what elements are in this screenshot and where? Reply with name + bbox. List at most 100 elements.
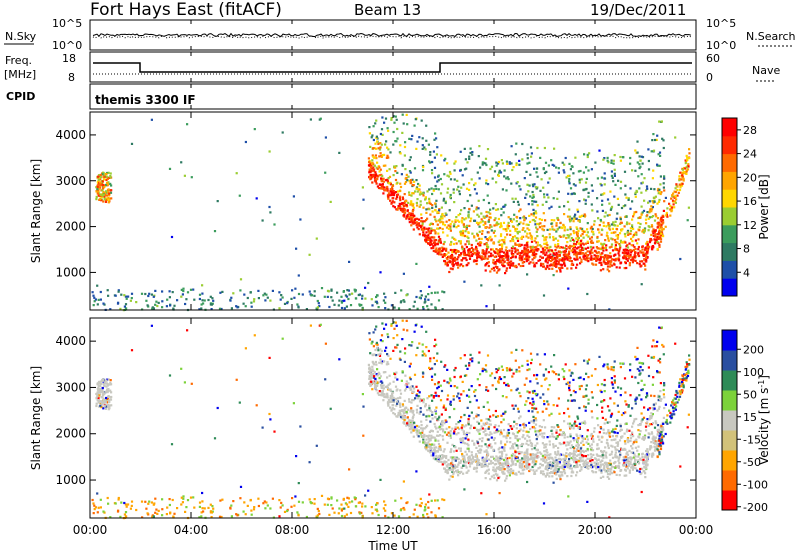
power-cell [516, 181, 519, 184]
power-cell [428, 188, 431, 191]
power-cell [606, 254, 609, 257]
velocity-cell [94, 506, 97, 509]
power-cell [631, 200, 634, 203]
velocity-cell [210, 516, 213, 519]
velocity-cell [189, 496, 193, 499]
velocity-cell [601, 463, 604, 466]
power-cell [461, 245, 464, 248]
velocity-cell [655, 345, 658, 348]
power-cell [402, 122, 405, 125]
velocity-cell [470, 424, 473, 427]
velocity-cell [631, 425, 634, 428]
power-cell [493, 262, 496, 265]
power-cell [478, 177, 481, 180]
power-cell [481, 251, 484, 254]
power-cell [647, 168, 651, 171]
velocity-cell [570, 444, 573, 447]
velocity-cell [597, 447, 600, 450]
power-cell [368, 126, 371, 129]
velocity-cell [543, 450, 546, 453]
power-cell [461, 232, 465, 235]
power-cell [429, 153, 432, 156]
power-cell [443, 215, 446, 218]
velocity-cell [522, 429, 525, 432]
velocity-cell [238, 401, 241, 404]
power-cell [535, 230, 538, 233]
power-cell [628, 256, 631, 259]
power-cell [605, 244, 608, 247]
velocity-cell [376, 502, 379, 505]
power-cell [653, 231, 656, 234]
power-cell [548, 256, 551, 259]
power-cell [555, 251, 558, 255]
power-cell [381, 154, 384, 157]
velocity-cell [598, 438, 601, 441]
power-cell [393, 206, 396, 209]
velocity-cell [618, 450, 621, 453]
velocity-cell [574, 450, 577, 453]
power-cell [488, 237, 491, 240]
velocity-cell [463, 442, 467, 445]
velocity-cell [102, 407, 105, 410]
power-cell [391, 186, 394, 189]
velocity-cell [420, 325, 423, 328]
power-cell [659, 175, 662, 178]
power-cell [338, 151, 341, 154]
power-cell [594, 161, 597, 164]
power-cell [487, 245, 490, 249]
power-cell [414, 118, 417, 121]
power-cell [629, 232, 632, 235]
power-cell [526, 248, 530, 251]
velocity-cell [105, 379, 108, 382]
power-cell [548, 207, 551, 210]
velocity-cell [572, 446, 575, 449]
power-colorbar-block [722, 135, 737, 155]
power-cell [683, 170, 686, 174]
velocity-cell [308, 461, 311, 464]
power-cell [617, 257, 620, 260]
power-cell [599, 218, 602, 222]
power-cell [412, 216, 415, 219]
power-cell [98, 181, 102, 184]
power-cell [420, 192, 423, 195]
power-cell [579, 227, 582, 230]
velocity-cell [478, 384, 481, 387]
power-cell [168, 290, 171, 293]
power-cell [545, 251, 548, 254]
power-cell [553, 147, 556, 150]
power-cell [124, 303, 128, 306]
power-cell [473, 235, 476, 238]
velocity-cell [538, 466, 542, 469]
power-cell [463, 254, 466, 257]
power-cell [263, 292, 266, 295]
power-cell [154, 303, 157, 306]
velocity-cell [416, 515, 419, 518]
power-colorbar-block [722, 171, 737, 190]
power-cell [377, 186, 381, 190]
power-cell [628, 264, 631, 267]
power-cell [371, 159, 374, 162]
power-cell [576, 210, 580, 213]
power-cell [530, 248, 533, 251]
power-cell [531, 196, 534, 199]
velocity-cell [657, 359, 660, 362]
velocity-cell [370, 374, 373, 377]
power-cell [377, 142, 380, 145]
power-cell [484, 162, 487, 165]
power-cell [619, 155, 622, 159]
velocity-cell [408, 398, 411, 401]
power-cell [451, 251, 454, 254]
velocity-cell [530, 358, 533, 361]
velocity-cell [107, 408, 110, 411]
velocity-cell [362, 405, 365, 408]
power-cell [637, 238, 640, 241]
velocity-cell [444, 407, 447, 410]
power-cell [383, 153, 386, 156]
velocity-cell [320, 494, 324, 497]
power-cell [428, 160, 431, 163]
power-cell [552, 238, 555, 242]
velocity-cell [528, 439, 532, 442]
velocity-cell [505, 463, 508, 467]
power-cell [481, 232, 484, 235]
